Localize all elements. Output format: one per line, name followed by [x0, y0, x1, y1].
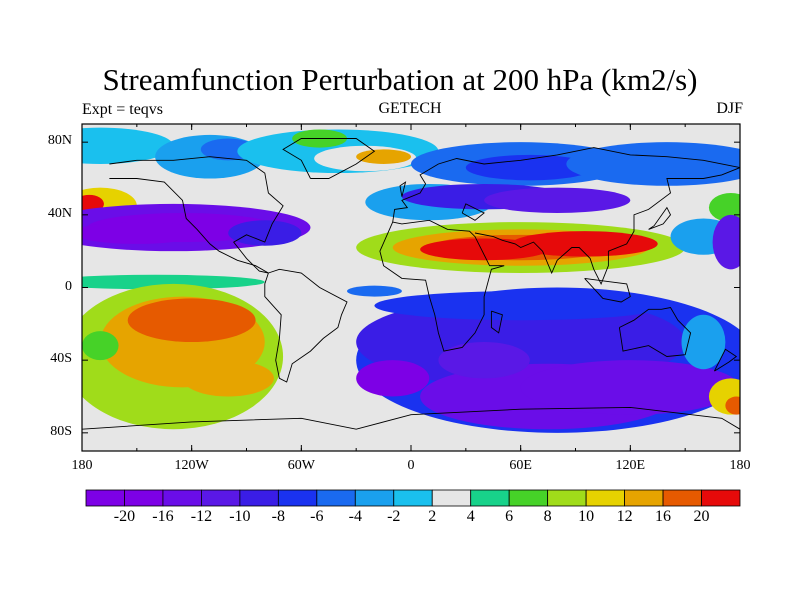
lon-tick-label: 120E	[615, 458, 646, 473]
lat-tick-label: 0	[65, 278, 72, 294]
center-subtitle: GETECH	[378, 100, 442, 117]
colorbar-swatch	[470, 489, 510, 507]
coastline-overlay	[82, 138, 740, 430]
colorbar	[85, 489, 741, 507]
lat-tick-label: 40S	[50, 351, 72, 367]
colorbar-label: 8	[543, 508, 552, 525]
colorbar-swatch	[316, 489, 356, 507]
lat-tick-label: 80S	[50, 423, 72, 439]
colorbar-swatch	[624, 489, 664, 507]
colorbar-label: -12	[190, 508, 213, 525]
lon-tick-label: 60E	[509, 458, 532, 473]
lon-tick-label: 120W	[174, 458, 209, 473]
colorbar-swatch	[277, 489, 318, 507]
colorbar-label: -4	[348, 508, 362, 525]
colorbar-label: 12	[616, 508, 633, 525]
lon-tick-label: 0	[407, 458, 415, 473]
plot-title: Streamfunction Perturbation at 200 hPa (…	[102, 62, 698, 97]
colorbar-label: 2	[428, 508, 437, 525]
colorbar-label: 4	[466, 508, 475, 525]
colorbar-swatch	[393, 489, 433, 507]
colorbar-label: -16	[152, 508, 174, 525]
lon-tick-label: 180	[71, 458, 93, 473]
lat-tick-label: 40N	[47, 205, 72, 221]
colorbar-swatch	[701, 489, 741, 507]
right-subtitle: DJF	[716, 100, 743, 117]
colorbar-label: -8	[271, 508, 285, 525]
colorbar-swatch	[354, 489, 395, 507]
colorbar-swatch	[85, 489, 125, 507]
colorbar-swatch	[201, 489, 241, 507]
colorbar-label: 10	[578, 508, 595, 525]
lon-tick-label: 60W	[287, 458, 315, 473]
colorbar-label: 16	[655, 508, 672, 525]
colorbar-swatch	[124, 489, 164, 507]
colorbar-label: -2	[387, 508, 401, 525]
colorbar-swatch	[547, 489, 587, 507]
colorbar-label: 20	[693, 508, 710, 525]
colorbar-label: 6	[505, 508, 514, 525]
colorbar-swatch	[239, 489, 279, 507]
colorbar-swatch	[662, 489, 702, 507]
colorbar-swatch	[585, 489, 625, 507]
left-subtitle: Expt = teqvs	[82, 101, 164, 118]
colorbar-swatch	[508, 489, 549, 507]
contour-field	[82, 124, 740, 451]
colorbar-label: -6	[310, 508, 324, 525]
colorbar-swatch	[431, 489, 472, 507]
colorbar-label: -20	[113, 508, 136, 525]
axis-ticks	[81, 124, 741, 451]
lon-tick-label: 180	[729, 458, 751, 473]
colorbar-swatch	[162, 489, 202, 507]
colorbar-label: -10	[229, 508, 251, 525]
lat-tick-label: 80N	[47, 133, 72, 149]
